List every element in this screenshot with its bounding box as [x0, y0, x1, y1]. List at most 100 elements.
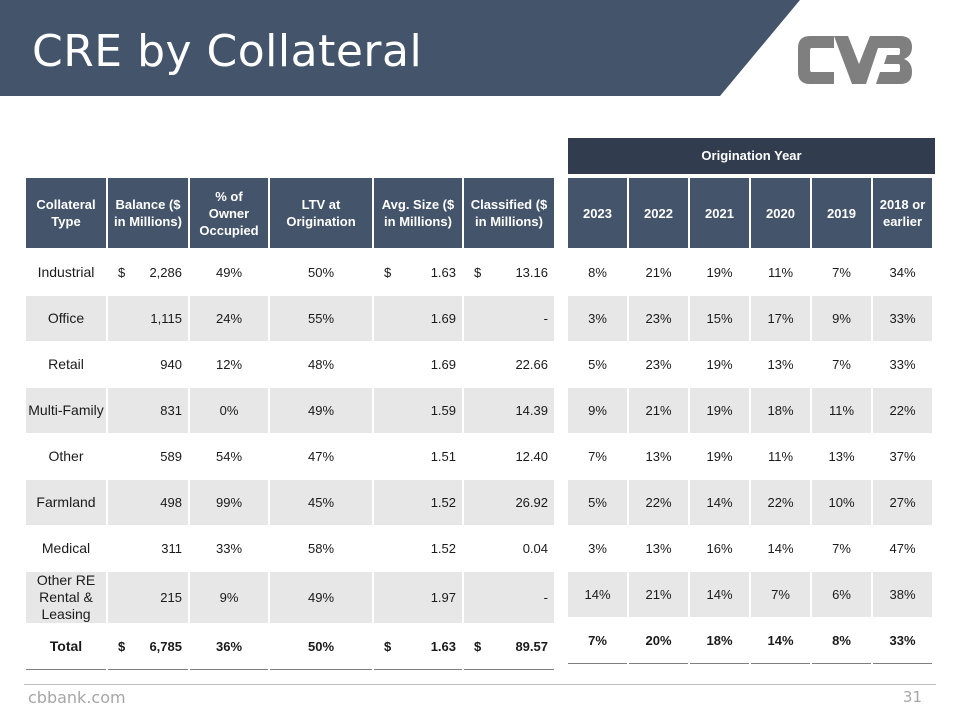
- balance-cell: $2,286: [106, 249, 190, 296]
- year-share-cell: 7%: [810, 341, 873, 388]
- avg-size-cell-value: 1.63: [430, 264, 456, 280]
- year-share-cell: 19%: [688, 249, 751, 296]
- year-share-cell: 21%: [627, 571, 690, 618]
- ltv-cell: 50%: [268, 249, 374, 296]
- year-share-cell: 5%: [566, 341, 629, 388]
- classified-cell-value: -: [543, 310, 548, 326]
- table-row: 8% 21% 19% 11% 7% 34%: [566, 249, 934, 296]
- classified-cell-value: 12.40: [515, 448, 548, 464]
- table-row: Retail 940 12% 48% 1.69 22.66: [24, 341, 556, 388]
- ltv-cell: 45%: [268, 479, 374, 526]
- balance-cell-value: 2,286: [149, 264, 182, 280]
- year-share-cell: 19%: [688, 387, 751, 434]
- year-share-cell: 8%: [810, 616, 873, 664]
- year-share-cell: 11%: [749, 249, 812, 296]
- year-share-cell: 14%: [566, 571, 629, 618]
- classified-cell-value: 14.39: [515, 402, 548, 418]
- footer-url: cbbank.com: [28, 688, 126, 707]
- col-header-collateral-type: Collateral Type: [24, 176, 108, 250]
- collateral-type-cell: Multi-Family: [24, 387, 108, 434]
- year-share-cell: 33%: [871, 341, 934, 388]
- year-share-cell: 34%: [871, 249, 934, 296]
- year-share-cell: 3%: [566, 295, 629, 342]
- avg-size-cell-value: 1.63: [430, 638, 456, 654]
- balance-cell-currency: $: [118, 264, 126, 280]
- avg-size-cell: $1.63: [372, 622, 464, 670]
- year-share-cell: 14%: [749, 525, 812, 572]
- avg-size-cell-value: 1.59: [430, 402, 456, 418]
- classified-cell-value: 26.92: [515, 494, 548, 510]
- year-share-cell: 14%: [749, 616, 812, 664]
- year-share-cell: 7%: [749, 571, 812, 618]
- balance-cell-value: 6,785: [149, 638, 182, 654]
- collateral-header-row: Collateral Type Balance ($ in Millions) …: [24, 176, 556, 250]
- balance-cell-value: 1,115: [150, 310, 182, 326]
- year-header-2018-or-earlier: 2018 or earlier: [871, 176, 934, 250]
- year-share-cell: 18%: [688, 616, 751, 664]
- year-share-cell: 27%: [871, 479, 934, 526]
- avg-size-cell-value: 1.51: [430, 448, 456, 464]
- footer-divider: [24, 684, 936, 685]
- year-share-cell: 18%: [749, 387, 812, 434]
- table-row: 3% 23% 15% 17% 9% 33%: [566, 295, 934, 342]
- avg-size-cell-value: 1.52: [430, 540, 456, 556]
- balance-cell-value: 498: [160, 494, 182, 510]
- year-share-cell: 8%: [566, 249, 629, 296]
- table-row: Office 1,115 24% 55% 1.69 -: [24, 295, 556, 342]
- balance-cell: 498: [106, 479, 190, 526]
- avg-size-cell: 1.69: [372, 295, 464, 342]
- balance-cell: 589: [106, 433, 190, 480]
- avg-size-cell-value: 1.69: [430, 310, 456, 326]
- owner-occupied-cell: 12%: [188, 341, 270, 388]
- year-share-cell: 7%: [810, 249, 873, 296]
- year-share-cell: 21%: [627, 249, 690, 296]
- avg-size-cell: $1.63: [372, 249, 464, 296]
- avg-size-cell-currency: $: [384, 638, 392, 654]
- year-share-cell: 11%: [810, 387, 873, 434]
- origination-year-table: 2023 2022 2021 2020 2019 2018 or earlier…: [566, 176, 934, 664]
- ltv-cell: 55%: [268, 295, 374, 342]
- balance-cell: $6,785: [106, 622, 190, 670]
- classified-cell: -: [462, 295, 556, 342]
- year-header-2023: 2023: [566, 176, 629, 250]
- year-share-cell: 7%: [566, 616, 629, 664]
- table-row: Industrial $2,286 49% 50% $1.63 $13.16: [24, 249, 556, 296]
- year-share-cell: 19%: [688, 341, 751, 388]
- year-header-2022: 2022: [627, 176, 690, 250]
- year-share-cell: 7%: [566, 433, 629, 480]
- page-title: CRE by Collateral: [32, 26, 423, 77]
- classified-cell-value: 0.04: [522, 540, 548, 556]
- year-share-cell: 19%: [688, 433, 751, 480]
- col-header-ltv: LTV at Origination: [268, 176, 374, 250]
- collateral-type-cell: Office: [24, 295, 108, 342]
- year-share-cell: 9%: [810, 295, 873, 342]
- year-share-cell: 10%: [810, 479, 873, 526]
- table-row: 7% 13% 19% 11% 13% 37%: [566, 433, 934, 480]
- avg-size-cell-currency: $: [384, 264, 392, 280]
- owner-occupied-cell: 36%: [188, 622, 270, 670]
- balance-cell-value: 215: [160, 589, 182, 605]
- year-share-cell: 13%: [810, 433, 873, 480]
- owner-occupied-cell: 0%: [188, 387, 270, 434]
- year-header-2019: 2019: [810, 176, 873, 250]
- balance-cell: 311: [106, 525, 190, 572]
- year-share-cell: 38%: [871, 571, 934, 618]
- avg-size-cell: 1.69: [372, 341, 464, 388]
- year-share-cell: 14%: [688, 479, 751, 526]
- ltv-cell: 49%: [268, 387, 374, 434]
- avg-size-cell: 1.59: [372, 387, 464, 434]
- year-header-2021: 2021: [688, 176, 751, 250]
- collateral-type-cell: Farmland: [24, 479, 108, 526]
- classified-cell-currency: $: [474, 264, 482, 280]
- year-share-cell: 14%: [688, 571, 751, 618]
- table-row: 3% 13% 16% 14% 7% 47%: [566, 525, 934, 572]
- table-row: Multi-Family 831 0% 49% 1.59 14.39: [24, 387, 556, 434]
- year-share-cell: 23%: [627, 341, 690, 388]
- balance-cell: 1,115: [106, 295, 190, 342]
- year-share-cell: 11%: [749, 433, 812, 480]
- classified-cell-value: 22.66: [515, 356, 548, 372]
- classified-cell-currency: $: [474, 638, 482, 654]
- year-share-cell: 16%: [688, 525, 751, 572]
- classified-cell: 14.39: [462, 387, 556, 434]
- owner-occupied-cell: 24%: [188, 295, 270, 342]
